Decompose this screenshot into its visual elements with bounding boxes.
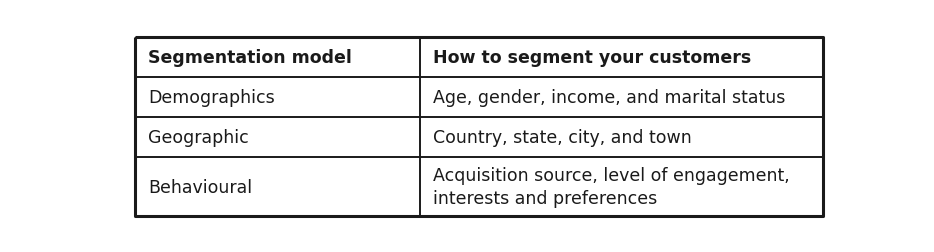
Text: Geographic: Geographic	[148, 128, 248, 146]
Text: Age, gender, income, and marital status: Age, gender, income, and marital status	[433, 88, 785, 107]
Bar	[420, 38, 823, 78]
Text: Acquisition source, level of engagement,
interests and preferences: Acquisition source, level of engagement,…	[433, 166, 790, 207]
Text: Behavioural: Behavioural	[148, 178, 252, 196]
Bar	[134, 157, 420, 216]
Bar	[134, 78, 420, 117]
Bar	[420, 117, 823, 157]
Text: Country, state, city, and town: Country, state, city, and town	[433, 128, 692, 146]
Bar	[420, 78, 823, 117]
Text: Demographics: Demographics	[148, 88, 275, 107]
Text: Segmentation model: Segmentation model	[148, 49, 352, 67]
Bar	[420, 157, 823, 216]
Bar	[134, 117, 420, 157]
Text: How to segment your customers: How to segment your customers	[433, 49, 752, 67]
Bar	[134, 38, 420, 78]
